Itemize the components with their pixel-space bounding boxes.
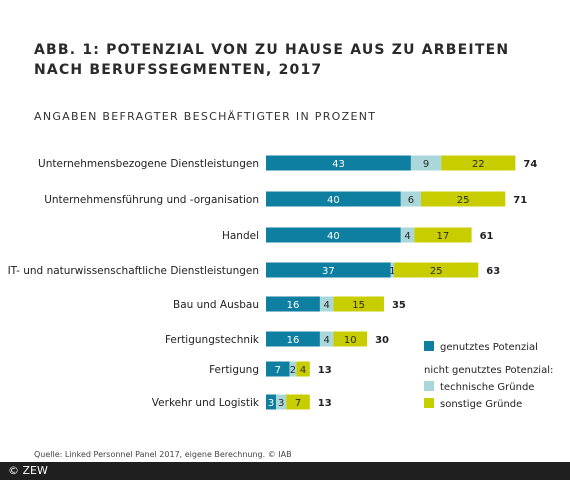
bar-segment	[333, 296, 384, 312]
category-label: Fertigung	[209, 364, 259, 376]
total-label: 71	[513, 195, 527, 206]
data-label: 3	[268, 398, 274, 409]
data-label: 40	[327, 231, 340, 242]
footer-copyright: © ZEW	[0, 462, 570, 480]
data-label: 4	[323, 300, 329, 311]
source-note: Quelle: Linked Personnel Panel 2017, eig…	[34, 450, 292, 459]
data-label: 4	[404, 231, 410, 242]
data-label: 6	[408, 195, 414, 206]
data-label: 7	[295, 398, 301, 409]
bar-segment	[276, 394, 287, 410]
data-label: 40	[327, 195, 340, 206]
total-label: 61	[480, 231, 494, 242]
bar-segment	[296, 361, 310, 377]
data-label: 43	[332, 159, 345, 170]
bar-segment	[421, 191, 506, 207]
chart-subtitle: ANGABEN BEFRAGTER BESCHÄFTIGTER IN PROZE…	[34, 110, 377, 123]
bar-segment	[289, 361, 297, 377]
legend-swatch	[424, 381, 434, 391]
bar-segment	[266, 331, 320, 347]
data-label: 15	[352, 300, 365, 311]
data-label: 9	[423, 159, 429, 170]
data-label: 2	[290, 365, 296, 376]
data-label: 7	[275, 365, 281, 376]
total-label: 74	[523, 159, 537, 170]
bar-segment	[400, 227, 415, 243]
data-label: 25	[430, 266, 443, 277]
legend-swatch	[424, 398, 434, 408]
data-label: 17	[437, 231, 450, 242]
chart-title: ABB. 1: POTENZIAL VON ZU HAUSE AUS ZU AR…	[34, 42, 510, 78]
total-label: 63	[486, 266, 500, 277]
data-label: 25	[457, 195, 470, 206]
total-label: 13	[318, 398, 332, 409]
category-label: Bau und Ausbau	[173, 299, 259, 311]
legend-label: sonstige Gründe	[440, 399, 522, 410]
category-label: Unternehmensbezogene Dienstleistungen	[38, 158, 259, 170]
category-label: Verkehr und Logistik	[152, 397, 260, 409]
data-label: 10	[344, 335, 357, 346]
bar-segment	[414, 227, 472, 243]
bar-segment	[394, 262, 479, 278]
category-label: Fertigungstechnik	[165, 334, 260, 346]
data-label: 22	[472, 159, 485, 170]
bar-segment	[266, 262, 391, 278]
bar-segment	[319, 331, 334, 347]
data-label: 16	[287, 335, 300, 346]
category-label: Handel	[222, 230, 259, 242]
legend-label: genutztes Potenzial	[440, 342, 538, 353]
data-label: 16	[287, 300, 300, 311]
bar-segment	[286, 394, 310, 410]
legend-swatch	[424, 341, 434, 351]
category-label: Unternehmensführung und -organisation	[44, 194, 259, 206]
data-label: 37	[322, 266, 335, 277]
bar-segment	[266, 155, 411, 171]
bar-segment	[266, 227, 401, 243]
bar-segment	[266, 394, 277, 410]
bar-segment	[441, 155, 516, 171]
bar-segment	[390, 262, 395, 278]
total-label: 35	[392, 300, 406, 311]
legend-label: technische Gründe	[440, 382, 534, 393]
bar-segment	[266, 191, 401, 207]
data-label: 4	[300, 365, 306, 376]
data-label: 4	[323, 335, 329, 346]
bar-segment	[410, 155, 442, 171]
total-label: 13	[318, 365, 332, 376]
data-label: 3	[278, 398, 284, 409]
bar-segment	[266, 296, 320, 312]
total-label: 30	[375, 335, 389, 346]
legend-group-label: nicht genutztes Potenzial:	[424, 365, 553, 376]
bar-segment	[319, 296, 334, 312]
bar-segment	[400, 191, 422, 207]
category-label: IT- und naturwissenschaftliche Dienstlei…	[8, 265, 259, 277]
bar-segment	[266, 361, 290, 377]
data-label: 1	[389, 266, 395, 277]
bar-segment	[333, 331, 368, 347]
